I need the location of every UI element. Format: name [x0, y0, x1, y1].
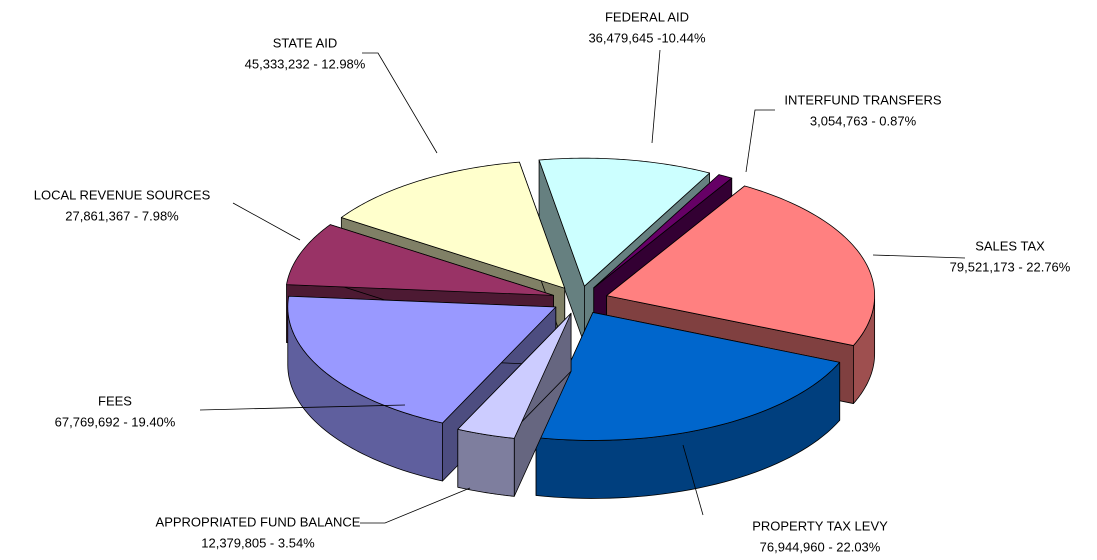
slice-label: SALES TAX: [975, 238, 1045, 253]
slice-value-label: 3,054,763 - 0.87%: [810, 113, 917, 128]
leader-line: [199, 404, 406, 411]
slice-wall: [457, 428, 515, 497]
slice: [606, 185, 876, 346]
slice-label: FEES: [98, 393, 132, 408]
slice: [286, 224, 554, 296]
slice: [538, 157, 711, 287]
slice: [340, 161, 566, 289]
slice-value-label: 27,861,367 - 7.98%: [65, 208, 179, 223]
slice-value-label: 67,769,692 - 19.40%: [55, 414, 176, 429]
leader-line: [651, 49, 661, 144]
leader-line: [232, 202, 301, 241]
slice-value-label: 76,944,960 - 22.03%: [760, 539, 881, 554]
slice-value-label: 79,521,173 - 22.76%: [950, 259, 1071, 274]
leader-line: [362, 52, 438, 154]
leader-line: [682, 444, 704, 516]
slice-value-label: 45,333,232 - 12.98%: [245, 56, 366, 71]
slice: [535, 312, 841, 441]
slice-label: LOCAL REVENUE SOURCES: [34, 187, 211, 202]
leader-line: [745, 109, 775, 173]
slice: [287, 295, 557, 424]
slice-label: FEDERAL AID: [605, 9, 689, 24]
slice-value-label: 36,479,645 -10.44%: [588, 30, 706, 45]
slice-label: PROPERTY TAX LEVY: [752, 518, 888, 533]
leader-line: [360, 487, 471, 524]
slice: [593, 174, 733, 289]
slice-label: INTERFUND TRANSFERS: [784, 92, 942, 107]
slice-value-label: 12,379,805 - 3.54%: [201, 535, 315, 550]
slice-label: STATE AID: [273, 35, 338, 50]
leader-line: [872, 254, 966, 259]
slice: [457, 312, 572, 439]
slice-label: APPROPRIATED FUND BALANCE: [156, 514, 361, 529]
